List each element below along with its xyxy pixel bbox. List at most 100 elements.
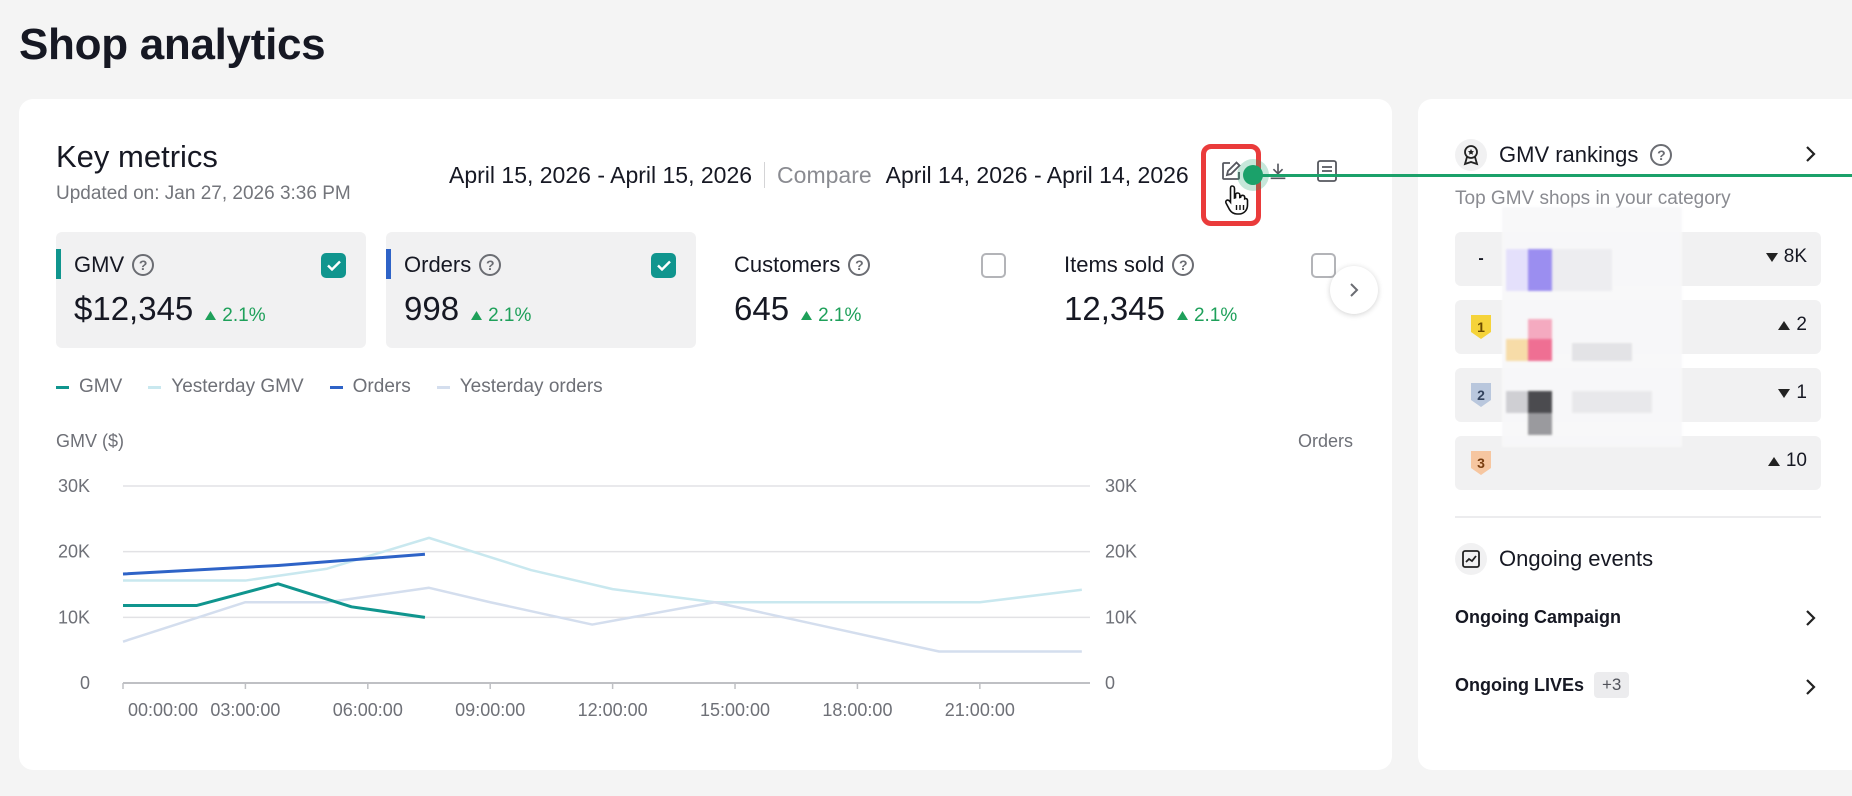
help-icon[interactable]: ? <box>1172 254 1195 276</box>
ongoing-lives-link[interactable]: Ongoing LIVEs +3 <box>1455 672 1630 698</box>
chart-legend: GMV Yesterday GMV Orders Yesterday order… <box>56 376 603 398</box>
trend-chart-icon <box>1455 543 1487 575</box>
metric-checkbox[interactable] <box>651 253 676 278</box>
rank-trend-value: 8K <box>1783 246 1807 267</box>
metric-value: 998 <box>404 290 460 327</box>
divider <box>1455 516 1821 518</box>
x-tick-label: 00:00:00 <box>128 700 198 720</box>
ongoing-events-header: Ongoing events <box>1455 543 1653 575</box>
metric-checkbox[interactable] <box>321 253 346 278</box>
rank-badge-number: 2 <box>1477 387 1485 403</box>
up-triangle-icon <box>1767 456 1780 466</box>
chevron-right-icon[interactable] <box>1804 678 1816 701</box>
help-icon[interactable]: ? <box>132 254 155 276</box>
metric-change-value: 2.1% <box>488 304 532 326</box>
rank-badge: 1 <box>1469 313 1493 341</box>
gmv-rankings-title: GMV rankings <box>1499 142 1639 167</box>
metric-label: GMV <box>74 252 125 277</box>
drag-handle-dot <box>1243 165 1263 185</box>
legend-label: Yesterday orders <box>459 376 603 397</box>
x-tick-label: 18:00:00 <box>822 700 892 720</box>
cursor-hand-icon <box>1223 185 1253 215</box>
series-line-gmv <box>123 582 426 619</box>
metric-tile-gmv[interactable]: GMV? $12,345 2.1% <box>56 232 366 348</box>
metric-tile-items-sold[interactable]: Items sold? 12,345 2.1% <box>1046 232 1356 348</box>
legend-item[interactable]: Yesterday GMV <box>148 376 304 398</box>
chevron-right-icon[interactable] <box>1804 145 1816 168</box>
series-line-orders <box>122 552 426 576</box>
legend-swatch <box>56 385 69 389</box>
metric-value-row: 645 2.1% <box>734 290 861 328</box>
help-icon[interactable]: ? <box>479 254 502 276</box>
series-line-yesterday-gmv <box>123 536 1082 604</box>
metric-checkbox[interactable] <box>1311 253 1336 278</box>
metric-value: $12,345 <box>74 290 194 327</box>
x-tick-label: 03:00:00 <box>210 700 280 720</box>
rank-badge: 2 <box>1469 381 1493 409</box>
y-tick-right: 30K <box>1105 476 1137 496</box>
metric-tile-orders[interactable]: Orders? 998 2.1% <box>386 232 696 348</box>
key-metrics-title: Key metrics <box>56 139 218 174</box>
up-triangle-icon <box>801 311 813 320</box>
chevron-right-icon[interactable] <box>1804 609 1816 632</box>
y-tick-right: 0 <box>1105 673 1115 693</box>
metric-value: 12,345 <box>1064 290 1165 327</box>
key-metrics-card: Key metrics Updated on: Jan 27, 2026 3:3… <box>19 99 1392 770</box>
next-metrics-button[interactable] <box>1330 266 1378 314</box>
rank-trend: 8K <box>1765 246 1807 268</box>
metric-checkbox[interactable] <box>981 253 1006 278</box>
up-triangle-icon <box>1176 311 1188 320</box>
compare-date-range[interactable]: April 14, 2026 - April 14, 2026 <box>885 161 1189 188</box>
metric-name: GMV? <box>74 252 155 278</box>
rank-trend-value: 1 <box>1796 382 1807 403</box>
legend-item[interactable]: Yesterday orders <box>436 376 603 398</box>
divider <box>764 162 766 188</box>
metric-change: 2.1% <box>801 305 861 327</box>
metric-value-row: 12,345 2.1% <box>1064 290 1237 328</box>
legend-item[interactable]: GMV <box>56 376 122 398</box>
x-tick-label: 12:00:00 <box>578 700 648 720</box>
metric-label: Customers <box>734 252 841 277</box>
rank-trend: 10 <box>1767 450 1807 472</box>
metric-accent-bar <box>386 249 391 279</box>
drag-line <box>1245 174 1852 177</box>
legend-swatch <box>436 385 450 389</box>
rank-badge: 3 <box>1469 449 1493 477</box>
gmv-rankings-header[interactable]: GMV rankings ? <box>1455 139 1673 171</box>
download-icon[interactable] <box>1263 156 1293 186</box>
date-range-selector[interactable]: April 15, 2026 - April 15, 2026 Compare … <box>449 159 1214 191</box>
edit-icon[interactable] <box>1216 156 1246 186</box>
rank-trend-value: 10 <box>1785 450 1807 471</box>
help-icon[interactable]: ? <box>848 254 871 276</box>
metric-change: 2.1% <box>205 304 266 327</box>
metric-name: Orders? <box>404 252 502 278</box>
y-tick-left: 0 <box>80 673 90 693</box>
legend-item[interactable]: Orders <box>329 376 411 398</box>
updated-timestamp: Updated on: Jan 27, 2026 3:36 PM <box>56 183 351 204</box>
y-tick-right: 10K <box>1105 607 1137 627</box>
x-tick-label: 15:00:00 <box>700 700 770 720</box>
ongoing-campaign-link[interactable]: Ongoing Campaign <box>1455 607 1621 628</box>
metric-tile-customers[interactable]: Customers? 645 2.1% <box>716 232 1026 348</box>
gmv-rankings-subtitle: Top GMV shops in your category <box>1455 188 1731 209</box>
award-icon <box>1455 139 1487 171</box>
down-triangle-icon <box>1765 252 1778 262</box>
x-tick-label: 21:00:00 <box>945 700 1015 720</box>
metric-label: Orders <box>404 252 472 277</box>
legend-label: Yesterday GMV <box>171 376 304 397</box>
down-triangle-icon <box>1778 388 1791 398</box>
y-tick-left: 30K <box>58 476 90 496</box>
metric-change-value: 2.1% <box>222 304 266 326</box>
rank-badge-number: 1 <box>1477 319 1485 335</box>
x-tick-label: 06:00:00 <box>333 700 403 720</box>
y-tick-left: 10K <box>58 607 90 627</box>
rank-position: - <box>1478 250 1484 267</box>
metric-accent-bar <box>56 249 61 279</box>
y-tick-left: 20K <box>58 542 90 562</box>
metric-value-row: 998 2.1% <box>404 290 531 328</box>
redacted-shop-names <box>1502 207 1682 447</box>
x-tick-label: 09:00:00 <box>455 700 525 720</box>
date-range[interactable]: April 15, 2026 - April 15, 2026 <box>449 161 753 188</box>
metric-change-value: 2.1% <box>1193 304 1238 326</box>
help-icon[interactable]: ? <box>1650 144 1673 166</box>
